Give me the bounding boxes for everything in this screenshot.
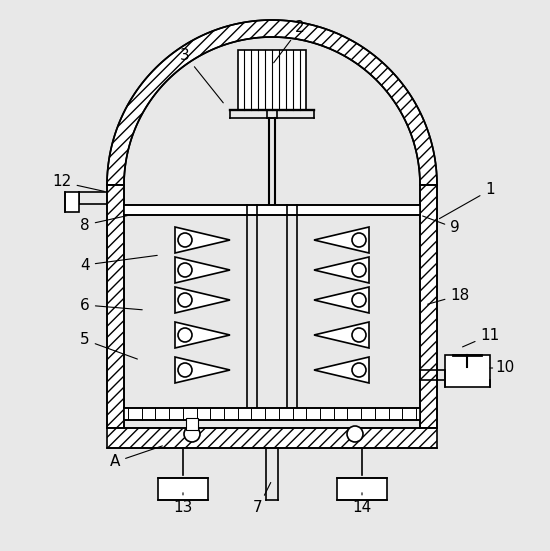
Bar: [124, 205, 420, 215]
Bar: [445, 355, 490, 387]
Text: 4: 4: [80, 255, 157, 273]
Circle shape: [178, 263, 192, 277]
Text: 1: 1: [439, 182, 495, 219]
Polygon shape: [175, 287, 230, 313]
Circle shape: [178, 363, 192, 377]
Text: 6: 6: [80, 298, 142, 312]
Polygon shape: [314, 357, 369, 383]
Bar: [238, 50, 306, 110]
Circle shape: [347, 426, 363, 442]
Polygon shape: [314, 257, 369, 283]
Circle shape: [178, 233, 192, 247]
Text: 5: 5: [80, 332, 138, 359]
Bar: [337, 478, 387, 500]
Circle shape: [178, 328, 192, 342]
Circle shape: [352, 328, 366, 342]
Polygon shape: [175, 322, 230, 348]
Bar: [65, 192, 79, 212]
Text: 3: 3: [180, 47, 223, 103]
Bar: [158, 478, 208, 500]
Circle shape: [184, 426, 200, 442]
Polygon shape: [314, 287, 369, 313]
Bar: [124, 408, 420, 420]
Text: 12: 12: [52, 175, 104, 191]
Polygon shape: [314, 322, 369, 348]
Polygon shape: [175, 257, 230, 283]
Circle shape: [352, 363, 366, 377]
Text: 11: 11: [463, 327, 499, 347]
Text: 10: 10: [490, 360, 515, 375]
Polygon shape: [175, 227, 230, 253]
Polygon shape: [107, 428, 437, 448]
Circle shape: [352, 233, 366, 247]
Polygon shape: [314, 227, 369, 253]
Polygon shape: [107, 185, 124, 428]
Text: A: A: [110, 446, 162, 469]
Text: 7: 7: [253, 483, 271, 516]
Circle shape: [352, 263, 366, 277]
Circle shape: [178, 293, 192, 307]
Text: 8: 8: [80, 215, 127, 233]
Circle shape: [352, 293, 366, 307]
Text: 13: 13: [173, 493, 192, 516]
Polygon shape: [420, 185, 437, 428]
Text: 2: 2: [274, 20, 305, 63]
Polygon shape: [175, 357, 230, 383]
Bar: [186, 418, 198, 430]
Text: 14: 14: [353, 493, 372, 516]
Text: 9: 9: [422, 216, 460, 235]
Text: 18: 18: [428, 288, 470, 304]
Polygon shape: [107, 20, 437, 185]
